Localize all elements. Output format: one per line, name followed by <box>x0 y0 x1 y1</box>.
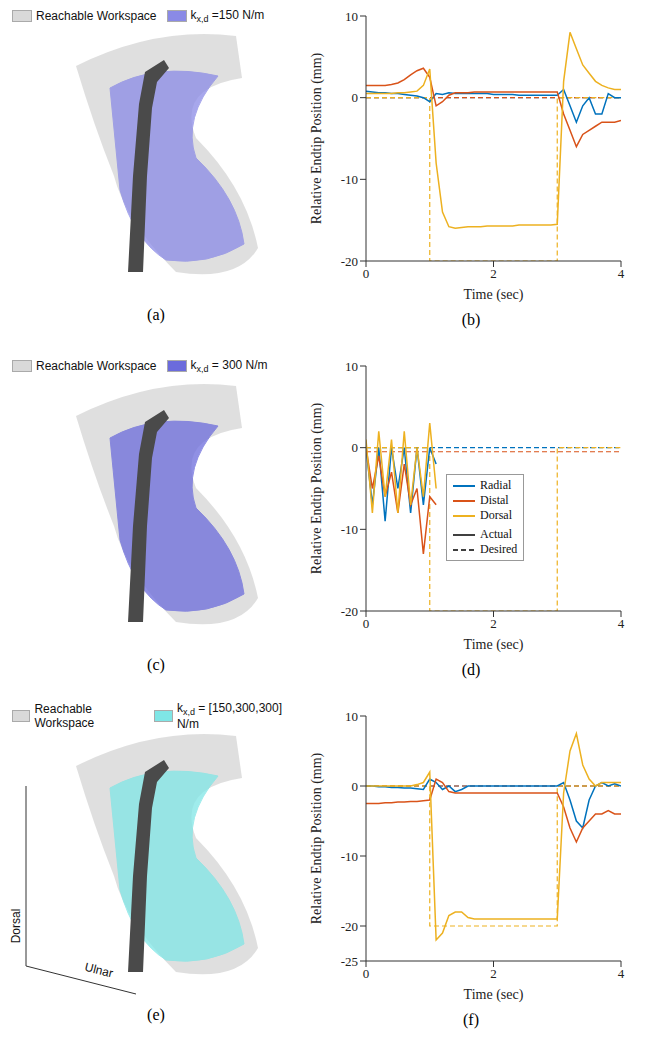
svg-text:2: 2 <box>490 616 497 631</box>
svg-text:0: 0 <box>363 616 370 631</box>
svg-text:-10: -10 <box>341 172 358 187</box>
svg-text:0: 0 <box>352 90 359 105</box>
html-text:Reachable Workspace: Reachable Workspace <box>36 9 157 23</box>
html-text:(c): (c) <box>147 656 165 673</box>
svg-text:0: 0 <box>363 266 370 281</box>
svg-text:Ulnar: Ulnar <box>83 960 114 981</box>
svg-text:4: 4 <box>618 966 625 981</box>
html-text:kx,d= [150,300,300] N/m: kx,d= [150,300,300] N/m <box>176 700 282 732</box>
svg-text:0: 0 <box>352 779 359 794</box>
html-text:Reachable Workspace: Reachable Workspace <box>36 359 157 373</box>
svg-text:-20: -20 <box>341 604 358 619</box>
html-text:kx,d= 300 N/m: kx,d= 300 N/m <box>190 357 268 375</box>
svg-text:4: 4 <box>618 266 625 281</box>
svg-text:-25: -25 <box>341 954 358 969</box>
svg-text:Time (sec): Time (sec) <box>464 987 524 1003</box>
svg-text:-20: -20 <box>341 254 358 269</box>
html-text:(d): (d) <box>461 661 481 678</box>
html-text:Reachable Workspace: Reachable Workspace <box>34 702 95 730</box>
html-text:(a): (a) <box>147 306 165 323</box>
svg-text:Time (sec): Time (sec) <box>464 637 524 653</box>
html-text:Distal: Distal <box>480 493 509 507</box>
svg-text:-20: -20 <box>341 919 358 934</box>
html-text:Radial: Radial <box>480 478 512 492</box>
svg-text:0: 0 <box>352 440 359 455</box>
svg-text:Time (sec): Time (sec) <box>464 287 524 303</box>
html-text:(e): (e) <box>147 1006 165 1023</box>
html-text:Actual: Actual <box>480 527 512 541</box>
svg-text:2: 2 <box>490 966 497 981</box>
svg-text:Dorsal: Dorsal <box>9 909 23 944</box>
svg-text:0: 0 <box>363 966 370 981</box>
svg-text:Relative Endtip Position (mm): Relative Endtip Position (mm) <box>309 52 325 224</box>
svg-text:Relative Endtip Position (mm): Relative Endtip Position (mm) <box>309 402 325 574</box>
html-text:kx,d=150 N/m: kx,d=150 N/m <box>190 7 265 25</box>
html-text:Dorsal: Dorsal <box>480 508 512 522</box>
svg-text:10: 10 <box>345 359 358 374</box>
svg-text:4: 4 <box>618 616 625 631</box>
html-text:(f): (f) <box>463 1011 479 1028</box>
svg-text:-10: -10 <box>341 849 358 864</box>
html-text:Desired: Desired <box>480 542 518 556</box>
svg-text:Relative Endtip Position (mm): Relative Endtip Position (mm) <box>309 752 325 924</box>
svg-text:-10: -10 <box>341 522 358 537</box>
svg-text:10: 10 <box>345 9 358 24</box>
html-text:(b): (b) <box>461 311 481 328</box>
svg-text:10: 10 <box>345 709 358 724</box>
svg-text:2: 2 <box>490 266 497 281</box>
